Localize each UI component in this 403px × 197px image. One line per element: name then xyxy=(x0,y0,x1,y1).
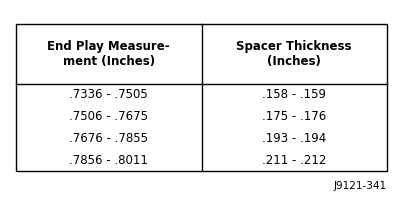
Bar xyxy=(16,24,387,171)
Text: Spacer Thickness
(Inches): Spacer Thickness (Inches) xyxy=(237,40,352,68)
Text: .7856 - .8011: .7856 - .8011 xyxy=(69,154,148,167)
Text: .7506 - .7675: .7506 - .7675 xyxy=(69,110,148,123)
Text: .211 - .212: .211 - .212 xyxy=(262,154,326,167)
Text: End Play Measure-
ment (Inches): End Play Measure- ment (Inches) xyxy=(48,40,170,68)
Text: .193 - .194: .193 - .194 xyxy=(262,132,326,145)
Text: .158 - .159: .158 - .159 xyxy=(262,88,326,101)
Text: J9121-341: J9121-341 xyxy=(334,181,387,191)
Text: .7676 - .7855: .7676 - .7855 xyxy=(69,132,148,145)
Text: .7336 - .7505: .7336 - .7505 xyxy=(69,88,148,101)
Text: .175 - .176: .175 - .176 xyxy=(262,110,326,123)
